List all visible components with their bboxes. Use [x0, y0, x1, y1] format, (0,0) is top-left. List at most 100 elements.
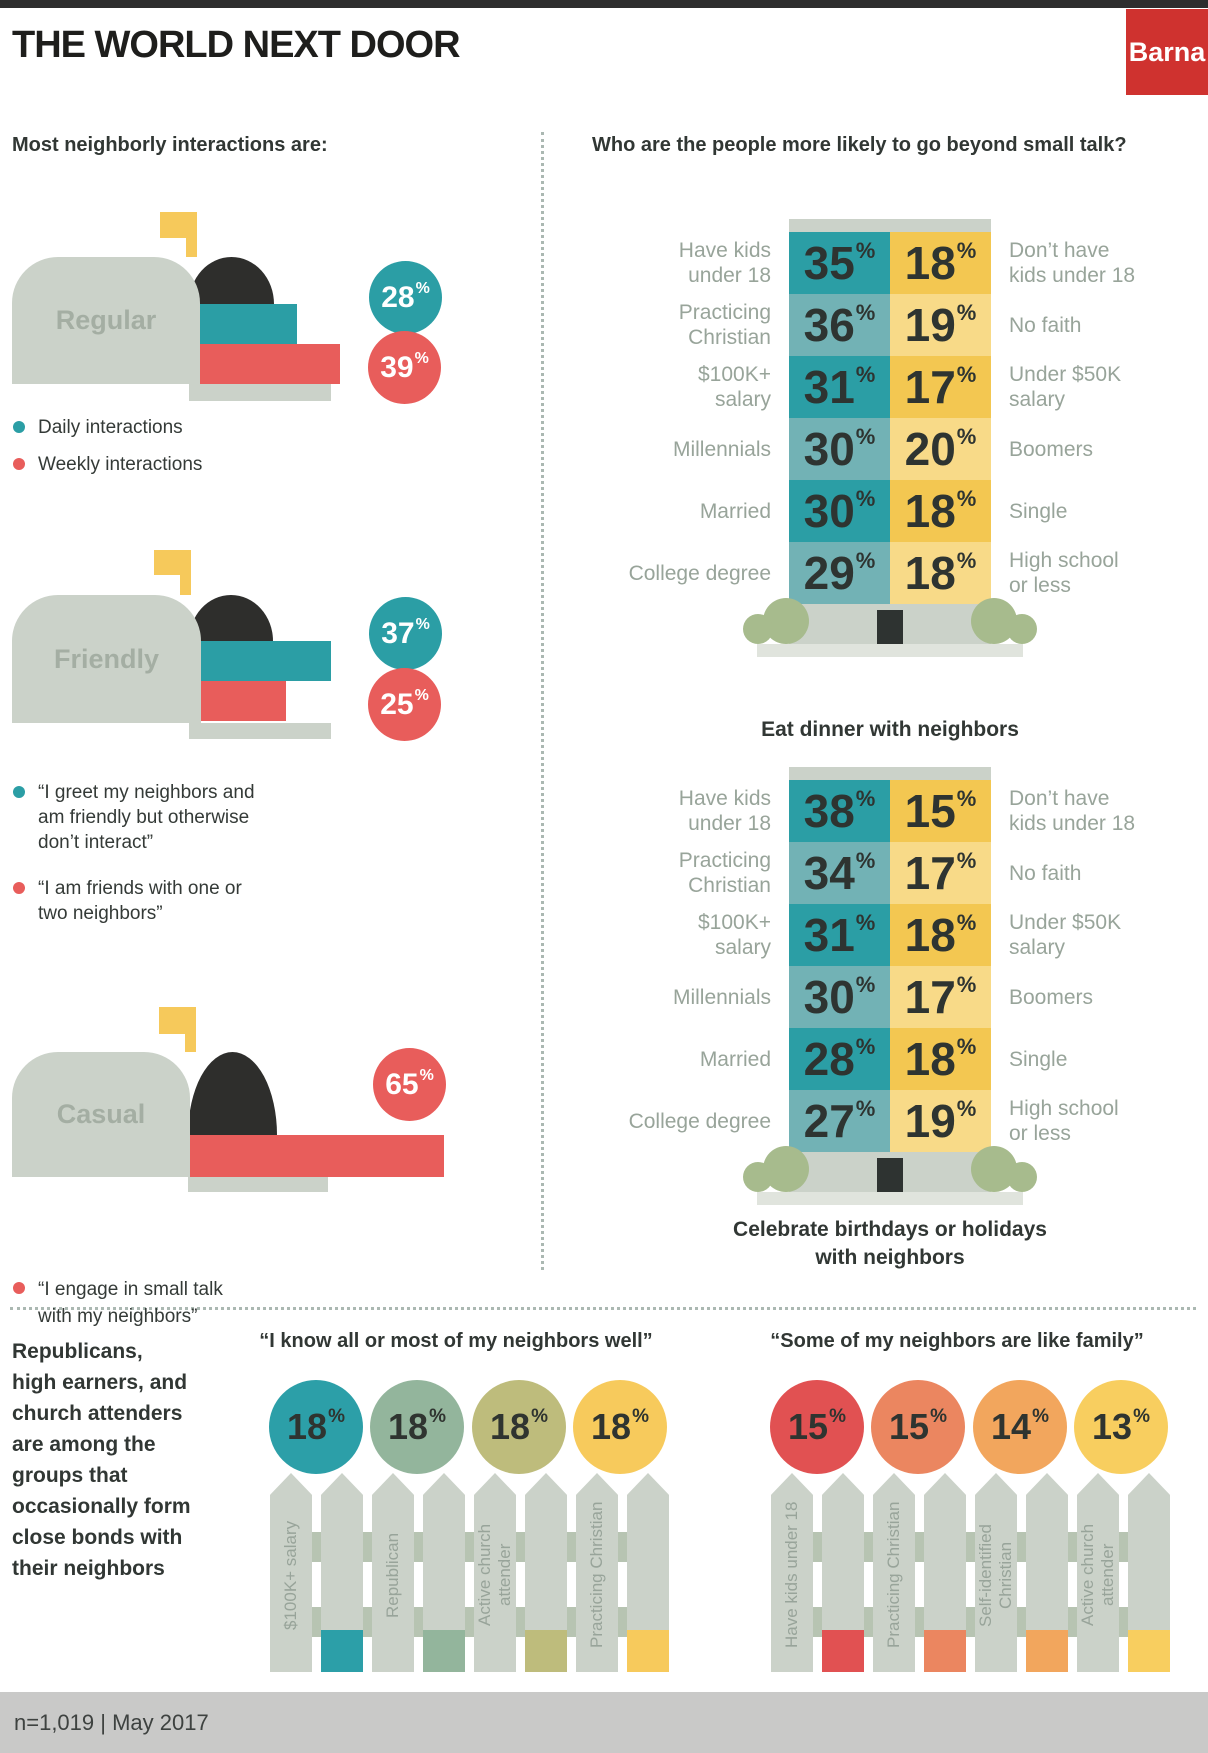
cell-more-likely: 38% [789, 780, 890, 842]
building-row: College degree 29% 18% High school or less [589, 542, 1191, 604]
cell-value: 15 [904, 785, 956, 837]
building-row: Have kids under 18 35% 18% Don’t have kids … [589, 232, 1191, 294]
stat-value: 28 [381, 280, 415, 314]
mailbox-label: Casual [56, 1099, 146, 1129]
fence-picket [1128, 1473, 1170, 1672]
percent-sign: % [855, 786, 876, 811]
fence-picket: Active church attender [474, 1473, 516, 1672]
row-label-left: Practicing Christian [678, 849, 771, 897]
percent-sign: % [414, 686, 429, 704]
bush-icon [1007, 614, 1037, 644]
building-base [743, 598, 1037, 644]
building-rows: Have kids under 18 38% 15% Don’t have kids … [589, 780, 1191, 1152]
mailbox-base [189, 723, 331, 739]
row-label-left: Practicing Christian [678, 301, 771, 349]
mailbox-base [189, 384, 331, 401]
mailbox-opening-icon [188, 1052, 277, 1135]
mailbox-flag-stem [186, 237, 197, 257]
mailbox-flag-icon [160, 212, 197, 238]
fence-picket: Active church attender [1077, 1473, 1119, 1672]
cell-value: 28 [803, 1033, 855, 1085]
door-icon [877, 1158, 903, 1192]
fence-stat-circle: 18% [573, 1380, 667, 1474]
percent-sign: % [956, 548, 977, 573]
percent-sign: % [855, 1034, 876, 1059]
picket-label: Active church attender [1078, 1523, 1117, 1627]
footer-bar: n=1,019 | May 2017 [0, 1692, 1208, 1753]
row-label-right: Don’t have kids under 18 [1009, 787, 1136, 835]
top-border-bar [0, 0, 1208, 8]
percent-sign: % [632, 1406, 649, 1427]
building-row: Practicing Christian 34% 17% No faith [589, 842, 1191, 904]
fence-picket [822, 1473, 864, 1672]
picket-label: Republican [383, 1532, 402, 1618]
fence-stat-circle: 18% [269, 1380, 363, 1474]
building-row: College degree 27% 19% High school or less [589, 1090, 1191, 1152]
percent-sign: % [956, 300, 977, 325]
mailbox-flag-icon [159, 1007, 196, 1034]
building-caption-eat-dinner: Eat dinner with neighbors [761, 718, 1019, 741]
percent-sign: % [956, 1034, 977, 1059]
row-label-left: $100K+ salary [698, 363, 771, 411]
fence-stat-circle: 14% [973, 1380, 1067, 1474]
cell-value: 18 [904, 547, 956, 599]
stat-value: 37 [381, 616, 415, 650]
cell-value: 17 [904, 847, 956, 899]
row-label-right: Don’t have kids under 18 [1009, 239, 1136, 287]
cell-value: 18 [904, 485, 956, 537]
row-label-right: No faith [1009, 313, 1082, 337]
building-row: Married 28% 18% Single [589, 1028, 1191, 1090]
picket-color-foot [822, 1630, 864, 1672]
cell-value: 30 [803, 485, 855, 537]
row-label-right: Boomers [1009, 437, 1094, 461]
building-row: $100K+ salary 31% 17% Under $50K salary [589, 356, 1191, 418]
fence-stat-circle: 15% [871, 1380, 965, 1474]
row-label-left: Have kids under 18 [678, 787, 771, 835]
bush-icon [1007, 1162, 1037, 1192]
cell-more-likely: 35% [789, 232, 890, 294]
stat-circle-daily: 28% [369, 261, 442, 334]
cell-less-likely: 18% [890, 232, 991, 294]
building-roof [789, 219, 991, 232]
row-label-left: College degree [628, 1109, 771, 1133]
building-ground [757, 1192, 1023, 1205]
fence-picket [627, 1473, 669, 1672]
fence-picket: Practicing Christian [576, 1473, 618, 1672]
cell-more-likely: 31% [789, 356, 890, 418]
building-ground [757, 644, 1023, 657]
vertical-dotted-divider [541, 132, 544, 1270]
cell-value: 30 [803, 423, 855, 475]
legend-dot-teal [13, 421, 25, 433]
cell-more-likely: 29% [789, 542, 890, 604]
percent-sign: % [855, 486, 876, 511]
percent-sign: % [930, 1406, 947, 1427]
cell-more-likely: 28% [789, 1028, 890, 1090]
mailbox-flag-stem [180, 574, 191, 595]
cell-less-likely: 18% [890, 1028, 991, 1090]
cell-less-likely: 17% [890, 356, 991, 418]
fence-title: “I know all or most of my neighbors well… [259, 1330, 653, 1352]
mailbox-body: Regular [12, 257, 200, 384]
picket-label: Self-identified Christian [976, 1523, 1015, 1627]
building-rows: Have kids under 18 35% 18% Don’t have kids … [589, 232, 1191, 604]
stat-value: 18 [591, 1406, 632, 1447]
stat-value: 18 [490, 1406, 531, 1447]
legend-label: “I engage in small talk with my neighbor… [38, 1279, 223, 1327]
mailbox-opening-icon [189, 595, 273, 641]
fence-chart-know-neighbors: “I know all or most of my neighbors well… [236, 1330, 676, 1680]
cell-more-likely: 30% [789, 480, 890, 542]
cell-value: 19 [904, 1095, 956, 1147]
percent-sign: % [429, 1406, 446, 1427]
cell-less-likely: 19% [890, 1090, 991, 1152]
row-label-left: Married [699, 1047, 771, 1071]
picket-label: $100K+ salary [281, 1520, 300, 1630]
cell-value: 19 [904, 299, 956, 351]
row-label-left: Millennials [672, 437, 771, 461]
stat-value: 18 [388, 1406, 429, 1447]
building-row: Married 30% 18% Single [589, 480, 1191, 542]
row-label-left: Have kids under 18 [678, 239, 771, 287]
legend-label: “I am friends with one or two neighbors” [38, 878, 242, 924]
row-label-left: Married [699, 499, 771, 523]
percent-sign: % [855, 1096, 876, 1121]
bush-icon [743, 614, 773, 644]
